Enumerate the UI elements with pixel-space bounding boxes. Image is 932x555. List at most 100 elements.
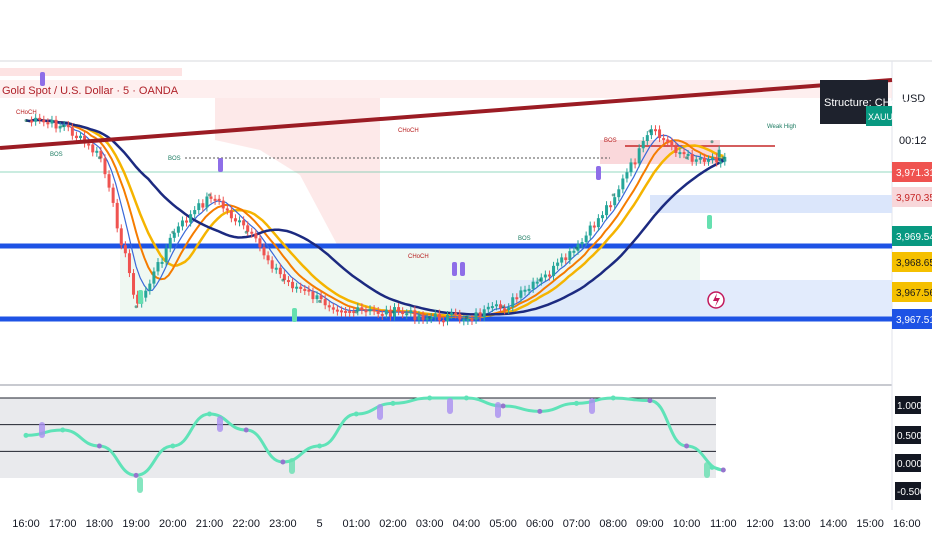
candle[interactable] <box>621 178 625 190</box>
candle[interactable] <box>156 262 160 272</box>
candle[interactable] <box>70 127 74 136</box>
candle[interactable] <box>54 119 58 129</box>
candle[interactable] <box>87 143 91 146</box>
candle[interactable] <box>307 289 311 292</box>
candle[interactable] <box>429 317 433 320</box>
candle[interactable] <box>527 288 531 291</box>
candle[interactable] <box>588 225 592 236</box>
main-pane[interactable]: CHoCH BOS CHoCH Weak High BOS BOS CHoCH BOS <box>0 68 893 327</box>
candle[interactable] <box>123 245 127 254</box>
candle[interactable] <box>482 309 486 318</box>
candle[interactable] <box>715 157 719 163</box>
candle[interactable] <box>246 225 250 232</box>
price-tag[interactable] <box>892 309 932 329</box>
candle[interactable] <box>531 281 535 289</box>
candle[interactable] <box>176 226 180 233</box>
candle[interactable] <box>148 283 152 291</box>
candle[interactable] <box>323 299 327 306</box>
candle[interactable] <box>79 135 83 139</box>
candle[interactable] <box>327 305 331 308</box>
candle[interactable] <box>539 277 543 282</box>
candle[interactable] <box>702 157 706 162</box>
candle[interactable] <box>694 159 698 162</box>
candle[interactable] <box>653 129 657 132</box>
symbol-badge[interactable]: XAUUSD <box>868 112 906 122</box>
candle[interactable] <box>111 187 115 203</box>
candle[interactable] <box>600 215 604 219</box>
candle[interactable] <box>645 135 649 142</box>
candle[interactable] <box>270 260 274 269</box>
candle[interactable] <box>405 313 409 316</box>
osc-signal-marker[interactable] <box>495 402 501 418</box>
candle[interactable] <box>229 210 233 219</box>
candle[interactable] <box>454 312 458 315</box>
candle[interactable] <box>50 119 54 124</box>
candle[interactable] <box>344 310 348 313</box>
candle[interactable] <box>311 291 315 300</box>
candle[interactable] <box>413 310 417 320</box>
candle[interactable] <box>719 161 723 164</box>
candle[interactable] <box>609 205 613 208</box>
candle[interactable] <box>458 313 462 320</box>
candle[interactable] <box>503 308 507 311</box>
candle[interactable] <box>446 315 450 322</box>
candle[interactable] <box>303 288 307 291</box>
candle[interactable] <box>682 152 686 155</box>
candle[interactable] <box>421 315 425 320</box>
candle[interactable] <box>466 318 470 321</box>
candle[interactable] <box>201 203 205 208</box>
osc-signal-marker[interactable] <box>137 477 143 493</box>
candle[interactable] <box>552 265 556 276</box>
candle[interactable] <box>348 310 352 313</box>
candle[interactable] <box>262 247 266 256</box>
candle[interactable] <box>34 117 38 122</box>
candle[interactable] <box>409 310 413 314</box>
candle[interactable] <box>417 315 421 320</box>
candle[interactable] <box>221 200 225 209</box>
candle[interactable] <box>286 280 290 283</box>
candle[interactable] <box>543 274 547 278</box>
candle[interactable] <box>393 307 396 317</box>
candle[interactable] <box>380 313 384 316</box>
price-tag[interactable] <box>892 187 932 207</box>
candle[interactable] <box>193 210 197 215</box>
candle[interactable] <box>547 274 551 277</box>
candle[interactable] <box>511 297 515 308</box>
candle[interactable] <box>560 257 564 263</box>
candle[interactable] <box>397 307 401 312</box>
candle[interactable] <box>474 312 478 320</box>
candle[interactable] <box>723 156 727 162</box>
candle[interactable] <box>478 312 482 318</box>
candle[interactable] <box>95 150 99 153</box>
candle[interactable] <box>144 290 148 298</box>
buy-signal-marker[interactable] <box>138 290 143 304</box>
candle[interactable] <box>352 311 356 314</box>
candle[interactable] <box>127 253 131 274</box>
candle[interactable] <box>572 250 576 253</box>
candle[interactable] <box>189 214 193 223</box>
candle[interactable] <box>132 273 136 295</box>
candle[interactable] <box>91 144 95 153</box>
candle[interactable] <box>596 218 600 228</box>
candle[interactable] <box>62 124 66 127</box>
candle[interactable] <box>152 271 156 284</box>
candle[interactable] <box>690 153 694 162</box>
osc-signal-marker[interactable] <box>217 416 223 432</box>
candle[interactable] <box>233 218 237 222</box>
price-tag[interactable] <box>892 162 932 182</box>
candle[interactable] <box>515 297 519 300</box>
candle[interactable] <box>180 220 184 227</box>
candle[interactable] <box>633 162 637 165</box>
candle[interactable] <box>523 289 527 292</box>
candle[interactable] <box>38 117 42 120</box>
candle[interactable] <box>584 235 588 243</box>
candle[interactable] <box>185 220 189 223</box>
candle[interactable] <box>686 153 690 156</box>
candle[interactable] <box>238 220 242 223</box>
candle[interactable] <box>356 307 360 312</box>
candle[interactable] <box>490 306 494 309</box>
oscillator-pane[interactable]: 1.000 0.500 0.000 -0.500 <box>0 395 926 501</box>
candle[interactable] <box>625 172 629 179</box>
candle[interactable] <box>507 307 511 311</box>
candle[interactable] <box>666 139 670 142</box>
